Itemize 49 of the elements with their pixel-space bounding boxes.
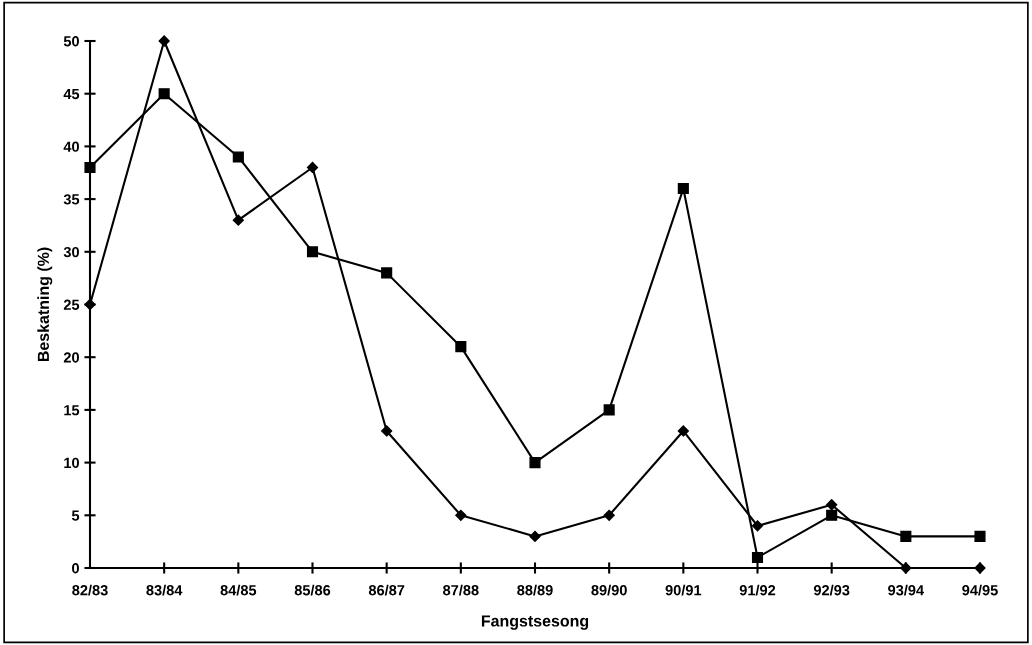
x-tick-label: 86/87 <box>368 584 405 596</box>
y-tick-label: 40 <box>63 141 79 152</box>
point <box>84 161 96 174</box>
y-axis-title: Beskatning (%) <box>37 247 53 362</box>
point <box>529 457 541 469</box>
point <box>529 530 541 542</box>
x-tick-label: 84/85 <box>220 584 257 596</box>
point <box>306 161 319 174</box>
point <box>974 530 986 542</box>
point <box>751 520 764 532</box>
point <box>677 183 689 195</box>
point <box>381 425 393 437</box>
point <box>158 88 170 100</box>
point <box>455 341 467 353</box>
point <box>381 267 393 279</box>
point <box>306 246 319 258</box>
point <box>826 499 838 511</box>
x-axis-title: Fangstsesong <box>481 615 589 630</box>
x-tick-label: 85/86 <box>294 584 331 596</box>
y-tick-label: 0 <box>72 563 79 574</box>
point <box>900 530 912 542</box>
y-tick-label: 35 <box>63 194 80 205</box>
y-tick-label: 20 <box>63 352 79 363</box>
y-tick-label: 15 <box>64 405 80 416</box>
y-tick-label: 50 <box>63 36 79 47</box>
x-tick-label: 83/84 <box>146 584 183 596</box>
y-tick-label: 5 <box>71 510 80 521</box>
point <box>826 509 838 521</box>
x-tick-label: 91/92 <box>739 584 776 596</box>
y-tick-label: 30 <box>63 246 79 258</box>
x-tick-label: 87/88 <box>443 584 479 596</box>
point <box>603 404 615 416</box>
point <box>751 551 764 564</box>
point <box>677 425 689 437</box>
point <box>603 509 615 521</box>
point <box>232 214 244 226</box>
x-tick-label: 88/89 <box>517 584 553 596</box>
point <box>232 151 244 163</box>
point <box>158 35 170 47</box>
y-tick-label: 45 <box>63 88 80 100</box>
x-tick-label: 93/94 <box>888 584 924 596</box>
x-tick-label: 90/91 <box>665 584 702 596</box>
x-tick-label: 82/83 <box>72 584 108 596</box>
y-tick-label: 25 <box>63 299 80 310</box>
point <box>455 509 467 521</box>
x-tick-label: 94/95 <box>962 584 998 596</box>
x-tick-label: 92/93 <box>813 584 850 596</box>
y-tick-label: 10 <box>64 457 79 469</box>
x-tick-label: 89/90 <box>591 584 627 596</box>
